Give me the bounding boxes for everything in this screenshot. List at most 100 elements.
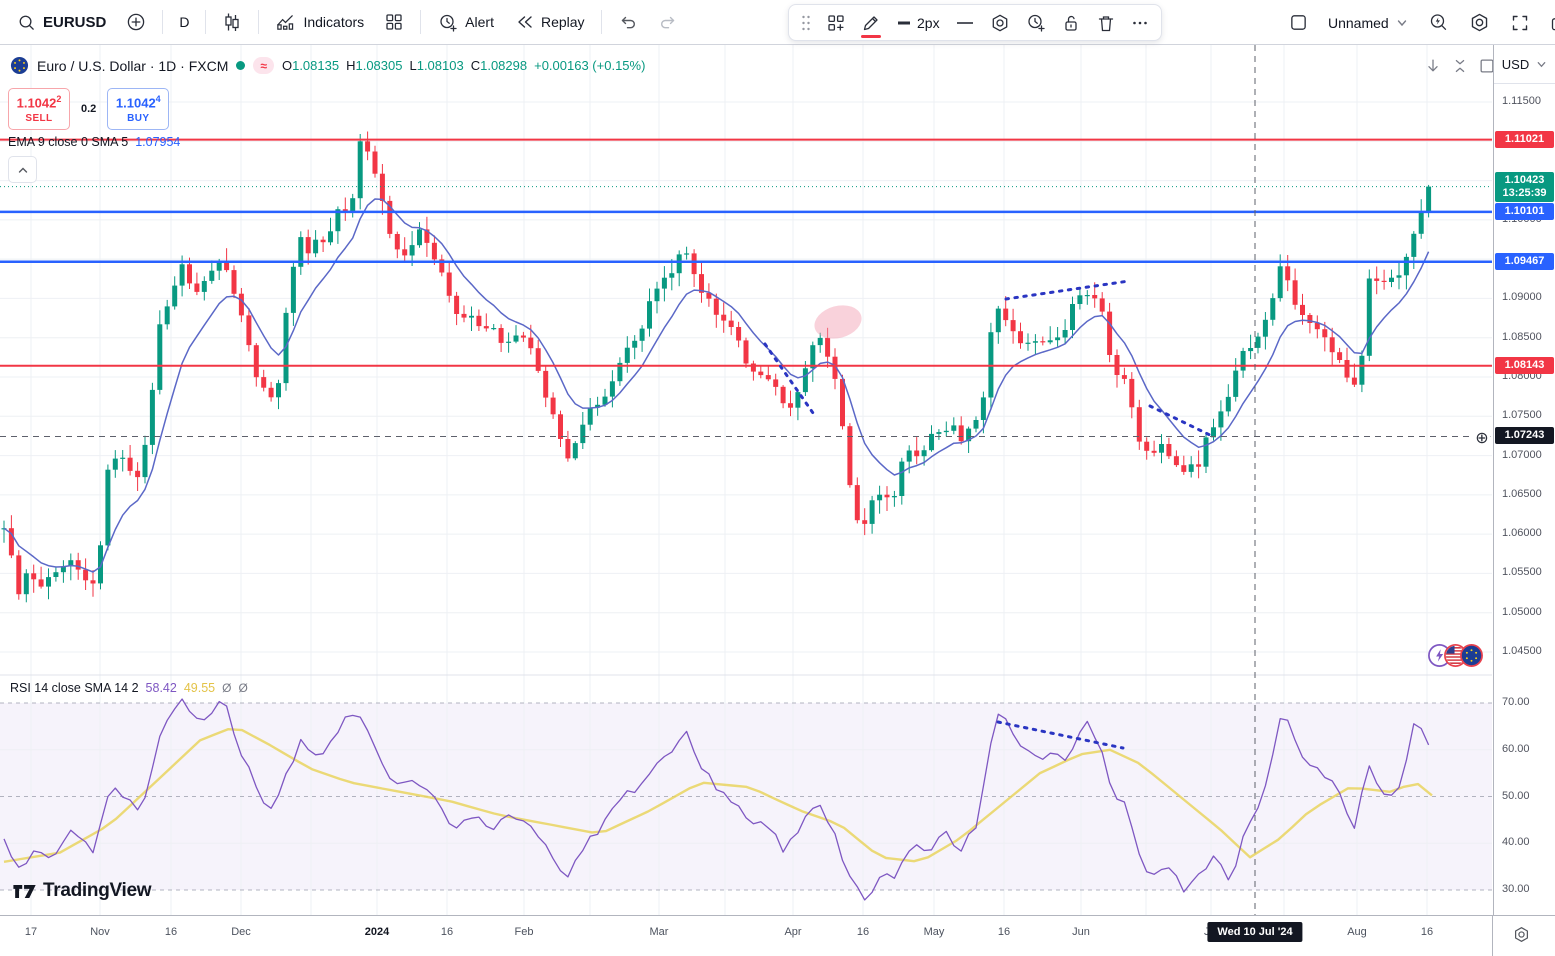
active-tool-indicator (861, 34, 881, 38)
pencil-tool-button[interactable] (854, 9, 888, 38)
price-axis[interactable]: USD 1.115001.110001.105001.100001.095001… (1493, 45, 1555, 915)
undo-button[interactable] (609, 7, 647, 37)
chart-properties-button[interactable] (1460, 7, 1499, 38)
price-tick-label: 1.09000 (1502, 291, 1542, 304)
watermark-text: TradingView (43, 880, 152, 901)
badge-price: 1.10423 (1504, 173, 1545, 186)
redo-button[interactable] (649, 7, 687, 37)
symbol-title[interactable]: Euro / U.S. Dollar · 1D · FXCM (37, 57, 229, 74)
ema-indicator-legend[interactable]: EMA 9 close 0 SMA 5 1.07954 (8, 135, 180, 149)
price-label-badge[interactable]: 1.10101 (1495, 202, 1554, 220)
collapse-icon[interactable] (1451, 57, 1469, 75)
price-tick-label: 1.05500 (1502, 566, 1542, 579)
chart-style-button[interactable] (213, 7, 251, 37)
line-width-button[interactable]: 2px (889, 11, 947, 35)
price-label-badge[interactable]: 1.10423 13:25:39 (1495, 171, 1554, 202)
shapes-add-button[interactable] (819, 9, 853, 37)
time-axis-label: Dec (231, 926, 251, 938)
drawing-settings-button[interactable] (983, 9, 1017, 37)
interval-button[interactable]: D (170, 9, 198, 35)
pencil-icon (863, 15, 878, 30)
price-tick-label: 1.07500 (1502, 409, 1542, 422)
price-tick-label: 1.04500 (1502, 644, 1542, 657)
alert-label: Alert (465, 14, 494, 30)
thick-line-icon (898, 21, 910, 24)
market-status-dot[interactable] (236, 61, 246, 70)
indicators-icon (277, 15, 294, 30)
low-label: L (409, 58, 417, 73)
circled-plus-icon[interactable]: ⊕ (1473, 430, 1491, 448)
search-icon (19, 15, 34, 30)
price-tick-label: 1.06000 (1502, 527, 1542, 540)
economic-event-icons[interactable] (1427, 643, 1484, 668)
shapes-add-icon (828, 14, 844, 31)
price-label-badge[interactable]: 1.09467 (1495, 252, 1554, 270)
price-label-badge[interactable]: 1.08143 (1495, 356, 1554, 374)
save-layout-checkbox[interactable] (1280, 8, 1317, 37)
price-label-badge[interactable]: 1.11021 (1495, 130, 1554, 148)
chevron-down-icon (1397, 19, 1406, 26)
us-flag-icon (1444, 644, 1467, 667)
time-axis-label: Feb (514, 926, 534, 938)
alert-button[interactable]: Alert (428, 7, 503, 38)
tradingview-watermark[interactable]: TradingView (12, 880, 152, 902)
time-axis-label: May (923, 926, 945, 938)
layout-name-dropdown[interactable]: Unnamed (1319, 10, 1417, 36)
layout-grid-icon (386, 14, 402, 30)
ohlc-values: O1.08135 H1.08305 L1.08103 C1.08298 +0.0… (282, 58, 645, 73)
buy-button[interactable]: 1.10424 BUY (107, 88, 170, 130)
close-label: C (470, 58, 481, 73)
maximize-icon[interactable] (1478, 57, 1496, 75)
unlock-icon (1064, 15, 1077, 31)
price-tick-label: 1.11500 (1502, 95, 1541, 107)
snapshot-button[interactable] (1541, 8, 1555, 38)
checkbox-icon (1291, 15, 1306, 30)
trade-panel: 1.10422 SELL 0.2 1.10424 BUY (8, 88, 170, 130)
drawing-alert-button[interactable] (1018, 8, 1053, 37)
arrow-down-icon[interactable] (1424, 57, 1442, 75)
symbol-search-button[interactable]: EURUSD (8, 8, 115, 37)
buy-price-pips: 4 (155, 94, 161, 105)
price-tick-label: 1.07000 (1502, 448, 1542, 461)
camera-icon (1551, 17, 1555, 30)
fullscreen-button[interactable] (1501, 8, 1539, 38)
delete-drawing-button[interactable] (1089, 9, 1123, 37)
replay-button[interactable]: Replay (505, 7, 594, 37)
currency-dropdown[interactable]: USD (1494, 45, 1555, 84)
time-axis-label: 17 (24, 926, 38, 938)
replay-icon (518, 16, 532, 28)
layout-grid-button[interactable] (375, 7, 413, 37)
quick-search-button[interactable] (1419, 7, 1458, 38)
low-value: 1.08103 (416, 58, 464, 73)
rsi-indicator-legend[interactable]: RSI 14 close SMA 14 2 58.42 49.55 Ø Ø (10, 681, 248, 695)
lock-drawing-button[interactable] (1054, 9, 1088, 37)
ema-legend-text: EMA 9 close 0 SMA 5 (8, 135, 129, 149)
time-axis-label: 16 (440, 926, 454, 938)
drawing-toolbar-drag-handle[interactable] (794, 10, 818, 36)
ema-legend-value: 1.07954 (135, 135, 181, 149)
legend-collapse-button[interactable] (8, 156, 37, 183)
time-axis[interactable]: 17Nov16Dec202416FebMarApr16May16JunJulAu… (0, 915, 1555, 956)
price-label-badge[interactable]: 1.07243 (1495, 427, 1554, 445)
chevron-up-icon (18, 167, 27, 173)
time-axis-settings-button[interactable] (1512, 925, 1531, 944)
fullscreen-icon (1512, 15, 1527, 30)
crosshair-date-tooltip: Wed 10 Jul '24 (1207, 922, 1303, 942)
sell-button[interactable]: 1.10422 SELL (8, 88, 70, 130)
rsi-tick-label: 40.00 (1502, 836, 1530, 849)
data-delay-badge[interactable]: ≈ (253, 57, 274, 74)
time-axis-label: 16 (856, 926, 870, 938)
badge-countdown: 13:25:39 (1502, 186, 1547, 199)
main-chart[interactable] (0, 45, 1493, 915)
compare-add-button[interactable] (117, 7, 155, 37)
toolbar-separator (205, 10, 207, 34)
redo-icon (660, 16, 674, 29)
indicators-button[interactable]: Indicators (266, 7, 373, 37)
eu-flag-icon (10, 56, 29, 75)
buy-price: 1.1042 (115, 95, 156, 111)
sell-price-pips: 2 (56, 94, 62, 105)
interval-label: D (179, 14, 190, 30)
line-style-button[interactable] (948, 11, 982, 35)
more-tools-button[interactable] (1124, 10, 1156, 36)
